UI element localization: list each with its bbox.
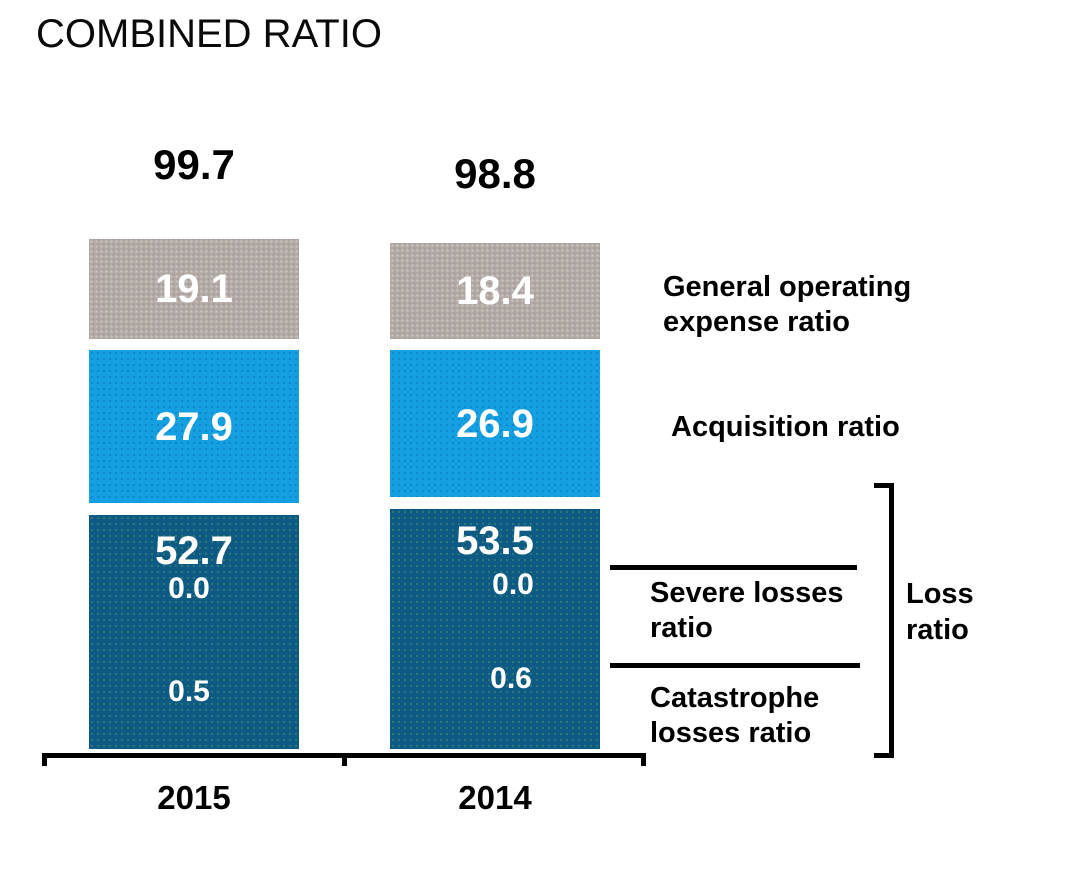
label-line: Severe losses xyxy=(650,577,844,609)
severe-losses-callout-line xyxy=(610,565,857,570)
segment-value: 52.7 xyxy=(155,529,233,573)
total-value-2014: 98.8 xyxy=(454,150,536,197)
year-label-2015: 2015 xyxy=(157,779,231,816)
segment-value: 18.4 xyxy=(456,269,534,313)
chart-title: COMBINED RATIO xyxy=(36,12,382,56)
loss-ratio-bracket-bottom-stub xyxy=(874,753,894,758)
severe-losses-ratio-label: Severe losses ratio xyxy=(650,576,843,646)
label-line: ratio xyxy=(906,614,969,646)
bar-column-2015: 99.7 19.1 27.9 52.7 0.0 0.5 xyxy=(89,0,299,891)
bar-column-2014: 98.8 18.4 26.9 53.5 0.0 0.6 xyxy=(390,0,600,891)
segment-general-expense-2014: 18.4 xyxy=(390,243,600,339)
axis-tick-right xyxy=(641,753,646,766)
segment-acquisition-2015: 27.9 xyxy=(89,350,299,503)
catastrophe-losses-value-2015: 0.5 xyxy=(168,675,210,708)
segment-value: 27.9 xyxy=(155,404,233,449)
segment-loss-2014: 53.5 0.0 0.6 xyxy=(390,509,600,749)
loss-ratio-bracket-top-stub xyxy=(874,483,894,488)
label-line: Loss xyxy=(906,578,974,610)
loss-ratio-bracket-vertical xyxy=(889,483,894,758)
label-line: losses ratio xyxy=(650,717,812,749)
acquisition-ratio-label: Acquisition ratio xyxy=(671,411,900,443)
segment-general-expense-2015: 19.1 xyxy=(89,239,299,339)
severe-losses-value-2015: 0.0 xyxy=(168,572,210,605)
severe-losses-value-2014: 0.0 xyxy=(492,568,534,601)
catastrophe-losses-value-2014: 0.6 xyxy=(490,662,532,695)
loss-ratio-label: Loss ratio xyxy=(906,576,974,648)
axis-tick-left xyxy=(42,753,47,766)
segment-value: 53.5 xyxy=(456,519,534,563)
segment-loss-2015: 52.7 0.0 0.5 xyxy=(89,515,299,749)
segment-value: 26.9 xyxy=(456,401,534,446)
label-line: Catastrophe xyxy=(650,682,820,714)
catastrophe-losses-callout-line xyxy=(610,663,860,668)
segment-acquisition-2014: 26.9 xyxy=(390,350,600,497)
catastrophe-losses-ratio-label: Catastrophe losses ratio xyxy=(650,681,819,751)
label-line: expense ratio xyxy=(663,306,850,338)
segment-value: 19.1 xyxy=(155,267,233,311)
label-line: ratio xyxy=(650,612,713,644)
year-label-2014: 2014 xyxy=(458,779,532,816)
label-line: General operating xyxy=(663,271,912,303)
total-value-2015: 99.7 xyxy=(153,141,235,188)
general-operating-expense-ratio-label: General operating expense ratio xyxy=(663,270,911,340)
axis-tick-middle xyxy=(342,753,347,766)
